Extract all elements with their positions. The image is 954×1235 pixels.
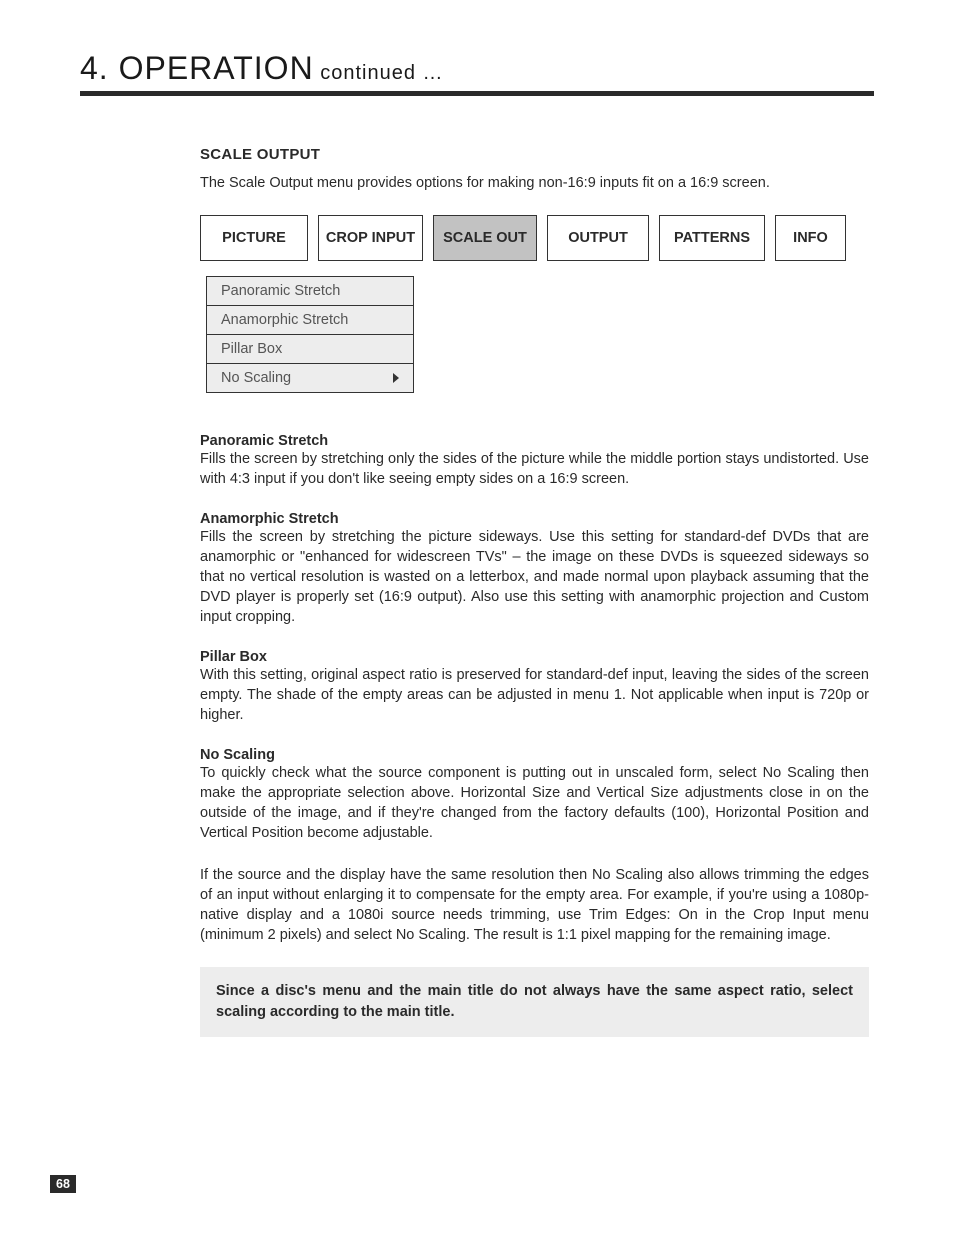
para-title: Pillar Box	[200, 649, 869, 665]
para-anamorphic-stretch: Anamorphic Stretch Fills the screen by s…	[200, 511, 869, 627]
tab-crop-input[interactable]: CROP INPUT	[318, 215, 423, 261]
menu-item-pillar-box[interactable]: Pillar Box	[206, 334, 414, 363]
menu-item-panoramic-stretch[interactable]: Panoramic Stretch	[206, 276, 414, 305]
para-pillar-box: Pillar Box With this setting, original a…	[200, 649, 869, 725]
chevron-right-icon	[393, 373, 399, 383]
page-number: 68	[50, 1175, 76, 1193]
tab-bar: PICTURE CROP INPUT SCALE OUT OUTPUT PATT…	[200, 215, 869, 261]
para-body: With this setting, original aspect ratio…	[200, 665, 869, 725]
descriptions: Panoramic Stretch Fills the screen by st…	[200, 433, 869, 1037]
para-panoramic-stretch: Panoramic Stretch Fills the screen by st…	[200, 433, 869, 489]
para-no-scaling: No Scaling To quickly check what the sou…	[200, 747, 869, 843]
chapter-number-title: 4. OPERATION	[80, 50, 314, 86]
menu-item-label: No Scaling	[221, 370, 291, 386]
para-body: Fills the screen by stretching only the …	[200, 449, 869, 489]
tab-patterns[interactable]: PATTERNS	[659, 215, 765, 261]
menu-item-anamorphic-stretch[interactable]: Anamorphic Stretch	[206, 305, 414, 334]
para-body: To quickly check what the source compone…	[200, 763, 869, 843]
tab-info[interactable]: INFO	[775, 215, 846, 261]
menu-list: Panoramic Stretch Anamorphic Stretch Pil…	[206, 276, 414, 393]
tab-output[interactable]: OUTPUT	[547, 215, 649, 261]
chapter-title: 4. OPERATION continued …	[80, 50, 954, 87]
para-title: Panoramic Stretch	[200, 433, 869, 449]
tab-picture[interactable]: PICTURE	[200, 215, 308, 261]
page-header: 4. OPERATION continued …	[0, 0, 954, 87]
section-intro: The Scale Output menu provides options f…	[200, 173, 869, 193]
para-title: No Scaling	[200, 747, 869, 763]
menu-item-label: Pillar Box	[221, 341, 282, 357]
para-body: Fills the screen by stretching the pictu…	[200, 527, 869, 627]
note-box: Since a disc's menu and the main title d…	[200, 967, 869, 1037]
tab-scale-out[interactable]: SCALE OUT	[433, 215, 537, 261]
section-title: SCALE OUTPUT	[200, 146, 869, 163]
para-title: Anamorphic Stretch	[200, 511, 869, 527]
menu-item-label: Panoramic Stretch	[221, 283, 340, 299]
menu-item-label: Anamorphic Stretch	[221, 312, 348, 328]
para-body: If the source and the display have the s…	[200, 865, 869, 945]
para-no-scaling-extra: If the source and the display have the s…	[200, 865, 869, 945]
content-area: SCALE OUTPUT The Scale Output menu provi…	[0, 96, 954, 1037]
chapter-suffix: continued …	[314, 62, 444, 84]
menu-item-no-scaling[interactable]: No Scaling	[206, 363, 414, 393]
